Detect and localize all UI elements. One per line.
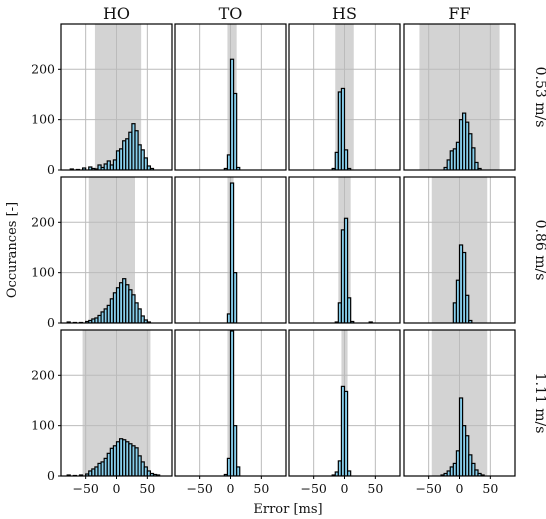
panel-frame bbox=[288, 23, 401, 171]
x-tick-label: 0 bbox=[227, 481, 235, 496]
x-tick-label: −50 bbox=[72, 481, 98, 496]
panel-plot-area bbox=[289, 24, 400, 170]
histogram-bar bbox=[471, 147, 476, 170]
x-tick-label: −50 bbox=[415, 481, 441, 496]
x-tick-label: −50 bbox=[300, 481, 326, 496]
panel-plot-area bbox=[404, 330, 515, 476]
row-title-3: 1.11 m/s bbox=[532, 373, 546, 434]
panel-hs-row-3: −50 0 50 bbox=[288, 329, 401, 496]
column-title-ho: HO bbox=[103, 4, 130, 23]
y-tick-label: 200 bbox=[31, 367, 55, 382]
panel-frame bbox=[403, 23, 516, 171]
panel-plot-area bbox=[175, 177, 286, 323]
histogram-bar bbox=[232, 92, 238, 170]
x-tick-label: 50 bbox=[253, 481, 269, 496]
y-tick-label: 100 bbox=[31, 265, 55, 280]
panel-frame bbox=[174, 23, 287, 171]
row-title-1: 0.53 m/s bbox=[532, 67, 546, 128]
x-axis-label: Error [ms] bbox=[253, 502, 322, 517]
y-tick-label: 100 bbox=[31, 112, 55, 127]
histogram-bar bbox=[229, 330, 235, 476]
histogram-bar bbox=[232, 272, 238, 323]
panel-frame bbox=[288, 176, 401, 324]
histogram-bar bbox=[461, 251, 467, 323]
row-title-2: 0.86 m/s bbox=[532, 220, 546, 281]
x-tick-label: 50 bbox=[139, 481, 155, 496]
x-tick-label: 0 bbox=[341, 481, 349, 496]
x-tick-label: 0 bbox=[113, 481, 121, 496]
panel-ho-row-3: 0 100 200 −50 0 50 bbox=[31, 329, 173, 496]
panel-plot-area bbox=[61, 24, 172, 170]
panel-ff-row-1 bbox=[403, 23, 516, 171]
column-title-hs: HS bbox=[332, 4, 357, 23]
panel-ff-row-3: −50 0 50 bbox=[403, 329, 516, 496]
histogram-bar bbox=[343, 217, 349, 323]
panel-plot-area bbox=[289, 177, 400, 323]
panel-plot-area bbox=[404, 177, 515, 323]
histogram-bar bbox=[465, 294, 470, 323]
panel-ho-row-2: 0 100 200 bbox=[31, 176, 173, 330]
y-tick-label: 0 bbox=[47, 315, 55, 330]
histogram-bar bbox=[346, 297, 352, 323]
panel-plot-area bbox=[404, 24, 515, 170]
y-tick-label: 0 bbox=[47, 468, 55, 483]
panel-plot-area bbox=[61, 330, 172, 476]
panel-to-row-3: −50 0 50 bbox=[174, 329, 287, 496]
panel-frame bbox=[403, 176, 516, 324]
panel-hs-row-1 bbox=[288, 23, 401, 171]
panel-frame bbox=[174, 176, 287, 324]
panel-plot-area bbox=[175, 330, 286, 476]
panel-frame bbox=[60, 23, 173, 171]
panel-plot-area bbox=[61, 177, 172, 323]
histogram-bar bbox=[343, 390, 349, 476]
x-tick-label: −50 bbox=[186, 481, 212, 496]
panel-ff-row-2 bbox=[403, 176, 516, 324]
y-tick-label: 200 bbox=[31, 214, 55, 229]
histogram-bar bbox=[340, 87, 346, 170]
panel-plot-area bbox=[289, 330, 400, 476]
y-axis-label: Occurances [-] bbox=[5, 202, 20, 298]
column-title-ff: FF bbox=[448, 4, 470, 23]
x-tick-label: 50 bbox=[482, 481, 498, 496]
x-tick-label: 0 bbox=[456, 481, 464, 496]
histogram-bar bbox=[236, 466, 241, 476]
panel-to-row-1 bbox=[174, 23, 287, 171]
panel-hs-row-2 bbox=[288, 176, 401, 324]
histogram-bar bbox=[229, 182, 235, 323]
panel-ho-row-1: 0 100 200 bbox=[31, 23, 173, 177]
histogram-bar bbox=[343, 149, 349, 170]
panel-frame bbox=[60, 176, 173, 324]
histogram-bar bbox=[232, 425, 238, 476]
column-title-to: TO bbox=[219, 4, 243, 23]
panel-plot-area bbox=[175, 24, 286, 170]
x-tick-label: 50 bbox=[367, 481, 383, 496]
y-tick-label: 200 bbox=[31, 61, 55, 76]
histogram-bar bbox=[346, 470, 352, 476]
y-tick-label: 100 bbox=[31, 418, 55, 433]
panel-to-row-2 bbox=[174, 176, 287, 324]
y-tick-label: 0 bbox=[47, 162, 55, 177]
